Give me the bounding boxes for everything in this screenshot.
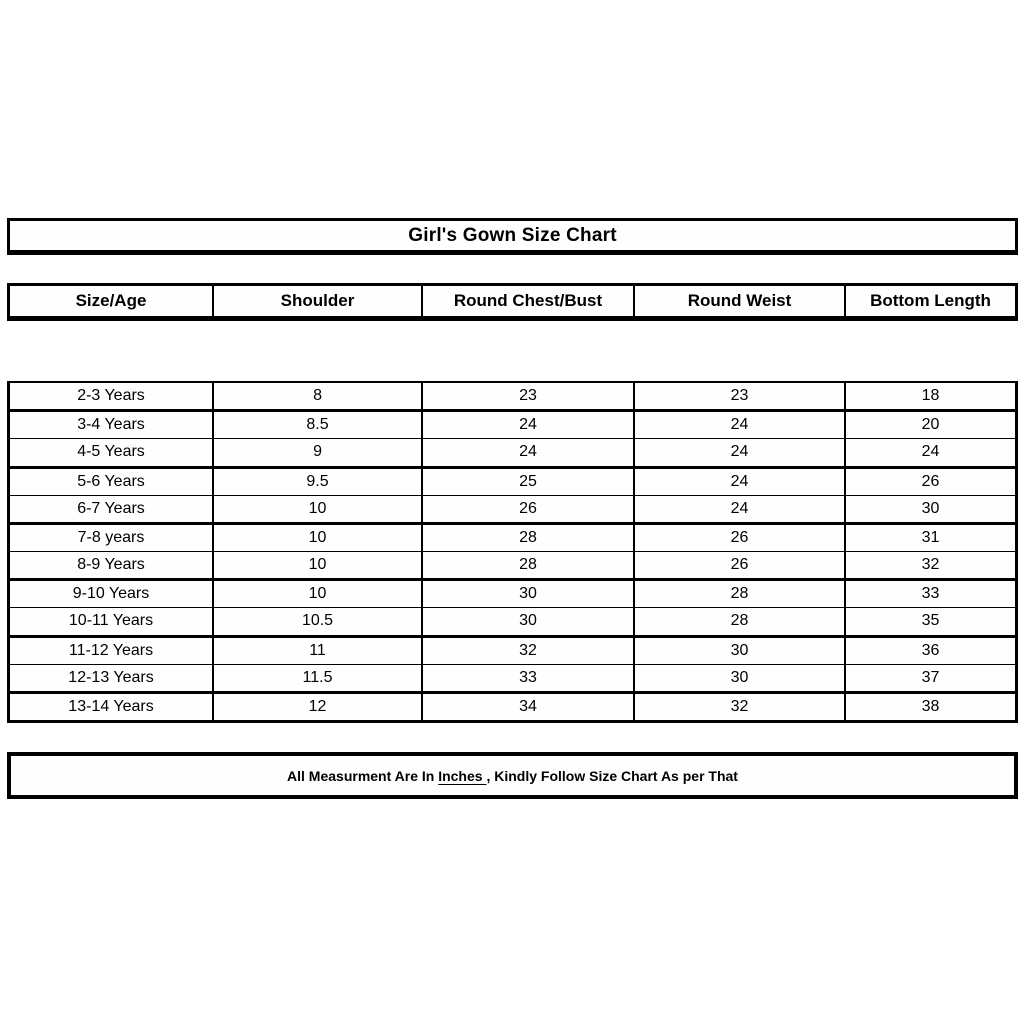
size-age-cell: 8-9 Years: [10, 552, 214, 579]
measurement-cell: 10: [214, 581, 424, 608]
header-cell: Round Weist: [635, 286, 847, 316]
header-cell: Round Chest/Bust: [423, 286, 635, 316]
size-age-cell: 4-5 Years: [10, 439, 214, 466]
measurement-cell: 24: [423, 439, 635, 466]
measurement-cell: 28: [635, 608, 847, 635]
table-row: 11-12 Years 11 32 30 36: [10, 637, 1015, 665]
measurement-cell: 32: [635, 693, 847, 721]
measurement-cell: 28: [423, 524, 635, 552]
measurement-cell: 24: [423, 412, 635, 439]
table-row: 4-5 Years 9 24 24 24: [10, 439, 1015, 469]
measurement-cell: 24: [635, 495, 847, 522]
measurement-cell: 28: [423, 552, 635, 579]
measurement-cell: 33: [423, 664, 635, 691]
measurement-cell: 24: [635, 439, 847, 466]
measurement-cell: 35: [921, 612, 940, 630]
measurement-cell: 24: [635, 412, 847, 439]
measurement-cell: 10: [214, 524, 424, 552]
table-row: 13-14 Years 12 34 32 38: [10, 693, 1015, 721]
footer-note: All Measurment Are In Inches , Kindly Fo…: [287, 768, 738, 784]
measurement-cell: 34: [423, 693, 635, 721]
footer-note-suffix: , Kindly Follow Size Chart As per That: [486, 767, 738, 784]
measurement-cell: 26: [921, 472, 940, 490]
measurement-cell: 8: [214, 383, 424, 410]
size-age-cell: 2-3 Years: [10, 383, 214, 410]
header-cell: Shoulder: [214, 286, 424, 316]
measurement-cell: 8.5: [214, 412, 424, 439]
measurement-cell: 38: [921, 697, 940, 715]
measurement-cell: 30: [423, 608, 635, 635]
measurement-cell: 30: [921, 499, 940, 517]
measurement-cell: 36: [921, 641, 940, 659]
table-row: 6-7 Years 10 26 24 30: [10, 495, 1015, 525]
measurement-cell: 30: [423, 581, 635, 608]
measurement-cell: 12: [214, 693, 424, 721]
footer-note-units: Inches: [438, 767, 487, 784]
table-row: 3-4 Years 8.5 24 24 20: [10, 412, 1015, 440]
measurement-cell: 26: [635, 524, 847, 552]
measurement-cell: 30: [635, 637, 847, 664]
measurement-cell: 25: [423, 468, 635, 495]
measurement-cell: 30: [635, 664, 847, 691]
measurement-cell: 9: [214, 439, 424, 466]
measurement-cell: 24: [635, 468, 847, 495]
measurement-cell: 10: [214, 495, 424, 522]
size-age-cell: 11-12 Years: [10, 637, 214, 664]
measurement-cell: 9.5: [214, 468, 424, 495]
measurement-cell: 37: [921, 668, 940, 686]
measurement-cell: 32: [423, 637, 635, 664]
size-age-cell: 5-6 Years: [10, 468, 214, 495]
table-row: 7-8 years 10 28 26 31: [10, 524, 1015, 553]
size-age-cell: 10-11 Years: [10, 608, 214, 635]
table-row: 10-11 Years 10.5 30 28 35: [10, 608, 1015, 638]
measurement-cell: 11: [214, 637, 424, 664]
size-table-header: Size/Age Shoulder Round Chest/Bust Round We…: [7, 283, 1018, 321]
size-age-cell: 3-4 Years: [10, 412, 214, 439]
measurement-cell: 31: [921, 528, 940, 546]
measurement-cell: 26: [423, 495, 635, 522]
title-box: Girl's Gown Size Chart: [7, 218, 1018, 255]
measurement-cell: 18: [921, 387, 940, 405]
size-age-cell: 7-8 years: [10, 524, 214, 552]
table-row: 9-10 Years 10 30 28 33: [10, 581, 1015, 609]
header-cell: Bottom Length: [870, 291, 991, 310]
measurement-cell: 33: [921, 585, 940, 603]
measurement-cell: 20: [921, 416, 940, 434]
size-age-cell: 6-7 Years: [10, 495, 214, 522]
table-row: 5-6 Years 9.5 25 24 26: [10, 468, 1015, 496]
size-age-cell: 13-14 Years: [10, 693, 214, 721]
measurement-cell: 28: [635, 581, 847, 608]
measurement-cell: 10: [214, 552, 424, 579]
header-cell: Size/Age: [10, 286, 214, 316]
measurement-cell: 23: [423, 383, 635, 410]
measurement-cell: 26: [635, 552, 847, 579]
table-row: 12-13 Years 11.5 33 30 37: [10, 664, 1015, 694]
measurement-cell: 32: [921, 556, 940, 574]
size-age-cell: 9-10 Years: [10, 581, 214, 608]
page-title: Girl's Gown Size Chart: [408, 224, 617, 246]
measurement-cell: 10.5: [214, 608, 424, 635]
measurement-cell: 11.5: [214, 664, 424, 691]
measurement-cell: 24: [921, 443, 940, 461]
size-age-cell: 12-13 Years: [10, 664, 214, 691]
table-row: 8-9 Years 10 28 26 32: [10, 552, 1015, 582]
footer-note-box: All Measurment Are In Inches , Kindly Fo…: [7, 752, 1018, 799]
footer-note-prefix: All Measurment Are In: [287, 767, 439, 784]
table-row: 2-3 Years 8 23 23 18: [10, 383, 1015, 413]
measurement-cell: 23: [635, 383, 847, 410]
size-table-body: 2-3 Years 8 23 23 18 3-4 Years 8.5 24 24 20 4-5 Ye…: [7, 381, 1018, 723]
